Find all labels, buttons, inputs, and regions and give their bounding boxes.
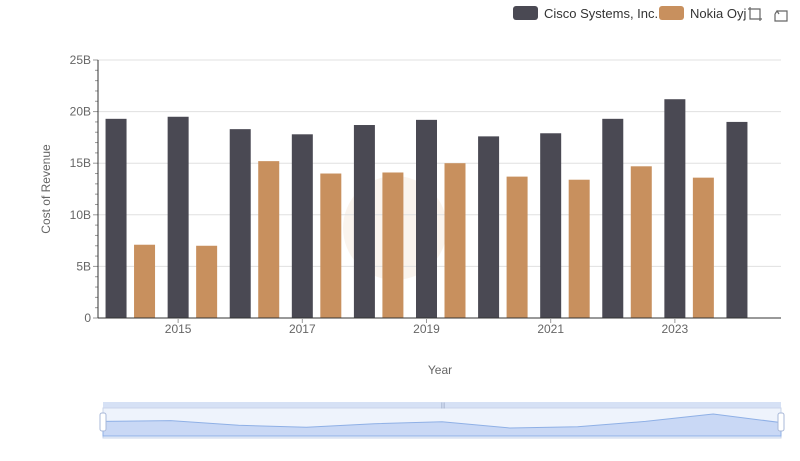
zoom-grip-icon[interactable]: ||| (441, 403, 446, 409)
data-zoom-slider[interactable]: ||| (99, 402, 785, 439)
legend-swatch-cisco (513, 6, 538, 20)
x-tick-label: 2023 (662, 322, 689, 336)
x-axis-label: Year (428, 363, 452, 377)
bar-cisco-2015 (167, 116, 189, 318)
bar-nokia-2015 (196, 245, 218, 318)
zoom-icon[interactable] (747, 6, 763, 22)
bar-nokia-2017 (320, 173, 342, 318)
x-tick-label: 2019 (413, 322, 440, 336)
y-tick-label: 15B (70, 156, 91, 170)
zoom-right-handle[interactable] (777, 412, 785, 432)
y-axis-label: Cost of Revenue (39, 144, 53, 234)
legend-item-cisco[interactable]: Cisco Systems, Inc. (513, 5, 658, 21)
bar-cisco-2021 (540, 133, 562, 318)
bar-cisco-2020 (478, 136, 500, 318)
bar-cisco-2017 (291, 134, 313, 318)
zoom-handle-bar[interactable] (103, 402, 781, 408)
bar-cisco-2022 (602, 118, 624, 318)
bar-cisco-2024 (726, 121, 748, 318)
bar-cisco-2018 (353, 125, 375, 319)
x-tick-label: 2017 (289, 322, 316, 336)
zoom-preview-area (102, 413, 782, 437)
bar-cisco-2014 (105, 118, 127, 318)
x-tick-label: 2015 (165, 322, 192, 336)
bar-nokia-2019 (444, 163, 466, 318)
y-tick-label: 25B (70, 53, 91, 67)
restore-icon[interactable] (773, 6, 789, 22)
legend-label-nokia: Nokia Oyj (690, 5, 747, 21)
bar-nokia-2023 (692, 177, 714, 318)
y-tick-label: 0 (84, 311, 91, 325)
y-tick-label: 20B (70, 105, 91, 119)
bar-nokia-2020 (506, 176, 528, 318)
bar-nokia-2022 (630, 166, 652, 318)
bar-cisco-2023 (664, 99, 686, 318)
legend-label-cisco: Cisco Systems, Inc. (544, 5, 659, 21)
bar-cisco-2016 (229, 129, 251, 318)
zoom-left-handle[interactable] (99, 412, 107, 432)
bar-nokia-2018 (382, 172, 404, 318)
y-tick-label: 5B (76, 259, 91, 273)
bar-nokia-2021 (568, 179, 590, 318)
bar-nokia-2016 (258, 161, 280, 318)
bar-cisco-2019 (416, 119, 437, 318)
bar-nokia-2014 (134, 244, 156, 318)
y-tick-label: 10B (70, 208, 91, 222)
x-tick-label: 2021 (537, 322, 564, 336)
legend-swatch-nokia (659, 6, 684, 20)
legend-item-nokia[interactable]: Nokia Oyj (659, 5, 746, 21)
